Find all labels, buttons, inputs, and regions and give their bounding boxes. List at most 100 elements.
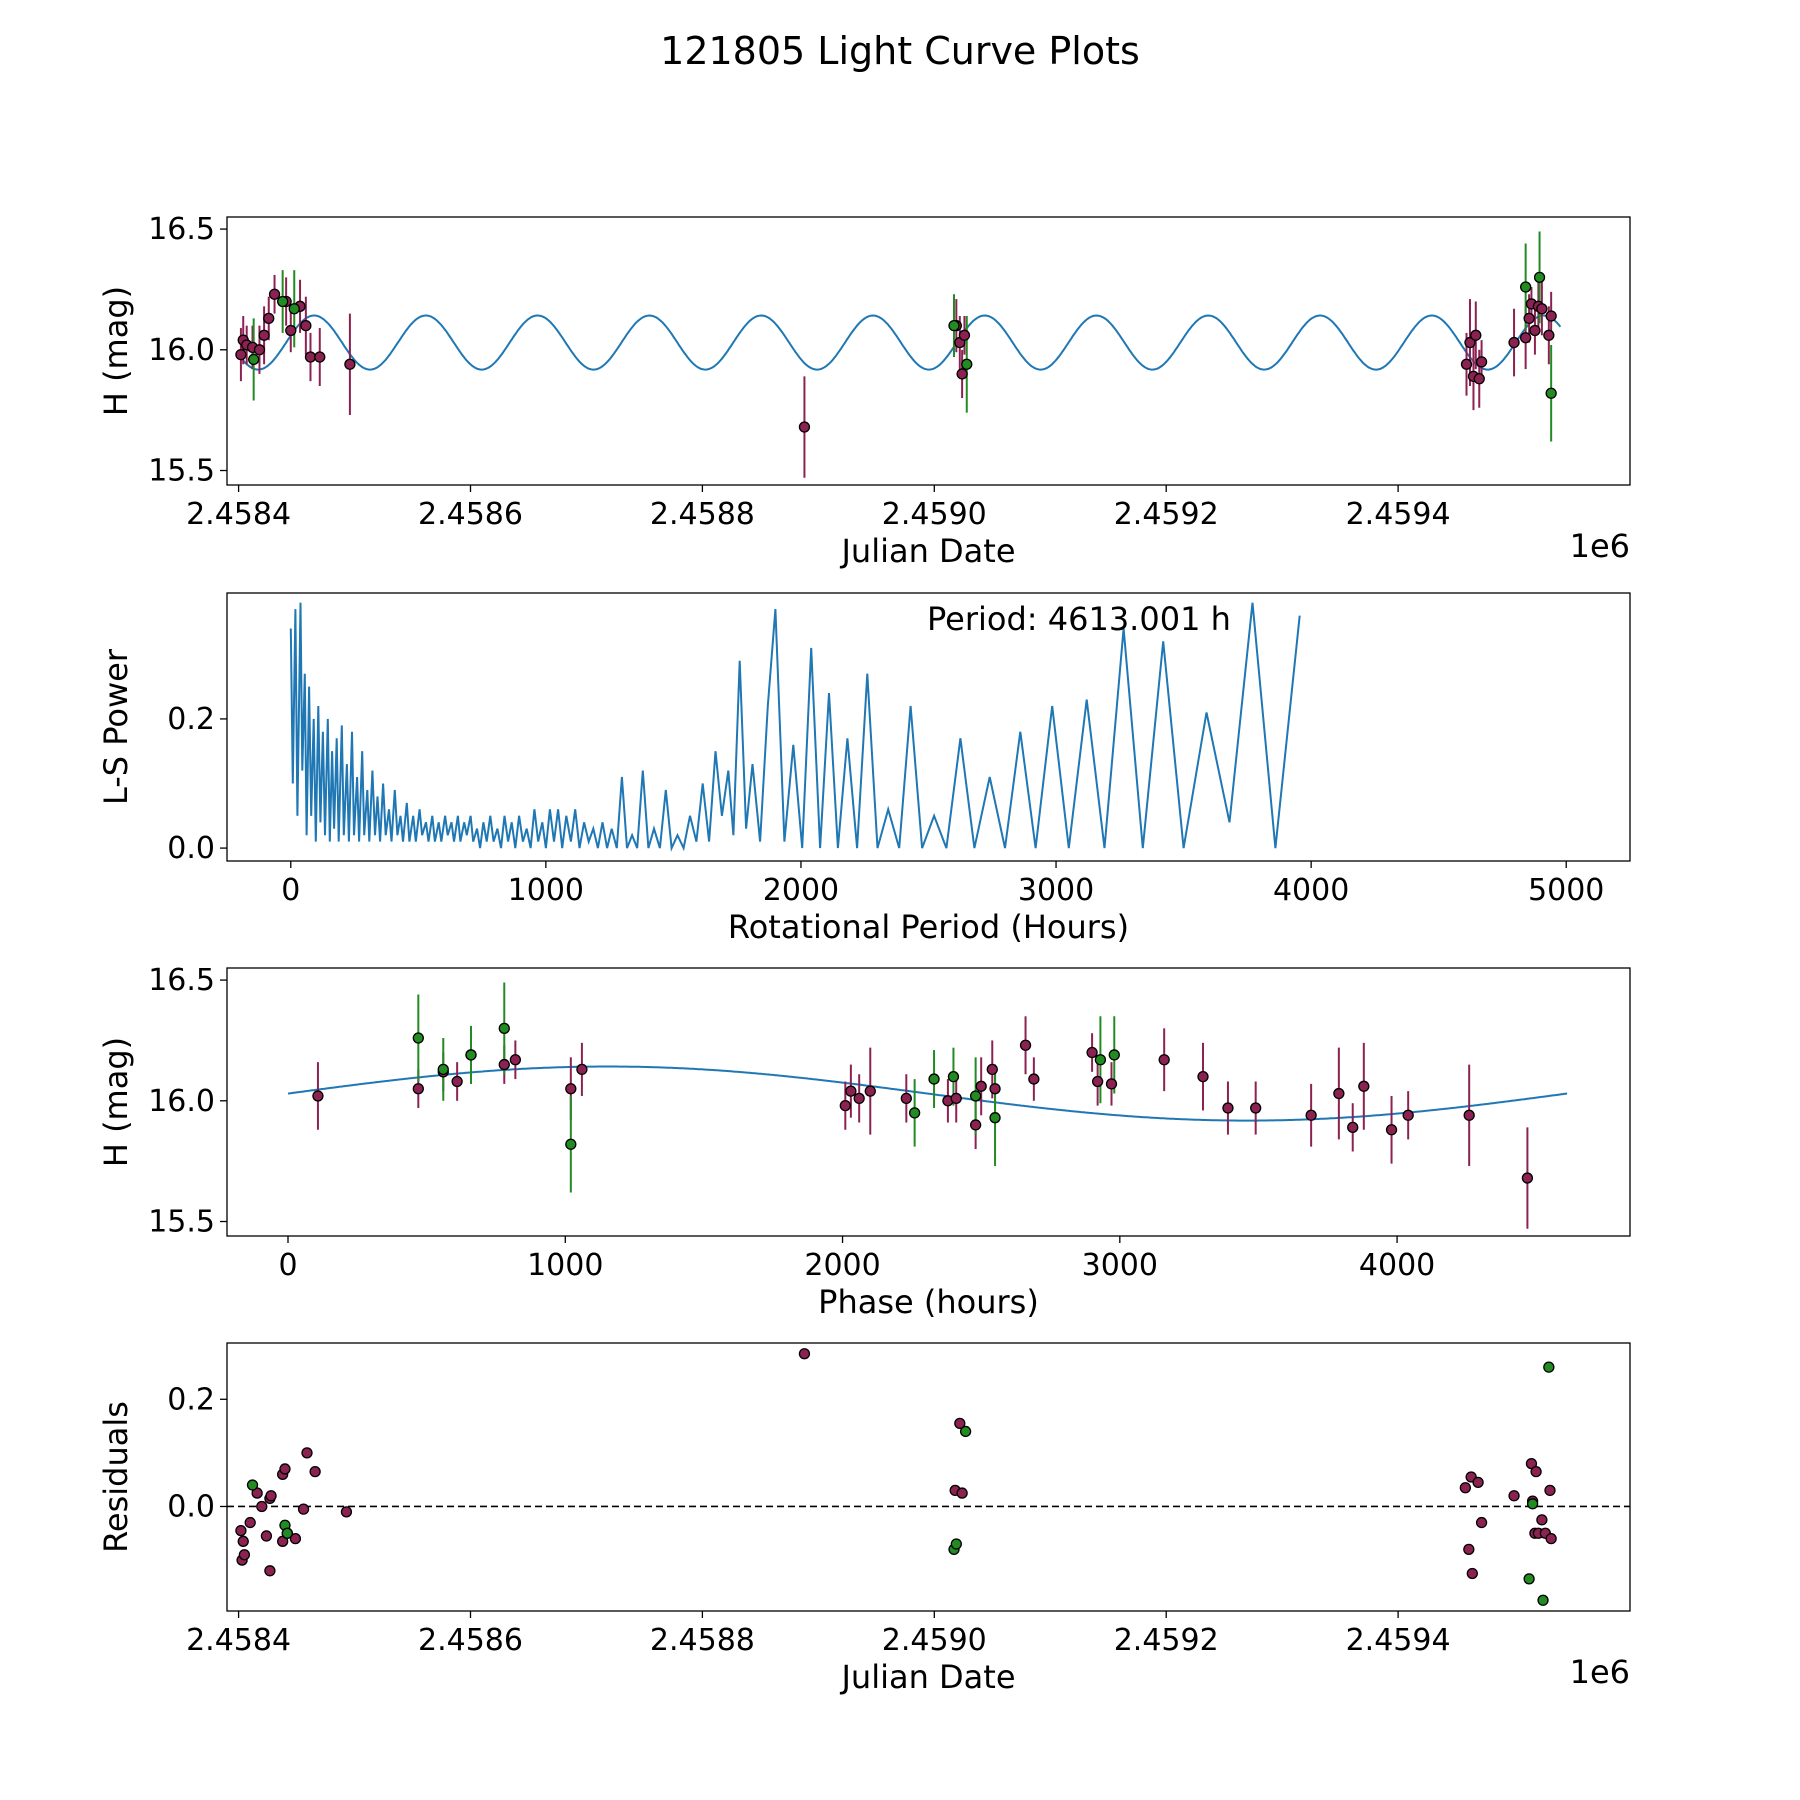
lightcurve-x-tick-label: 2.4586 [418,497,523,532]
residuals-y-tick-label: 0.2 [167,1382,215,1417]
periodogram-x-axis-label: Rotational Period (Hours) [728,908,1129,946]
lightcurve-offset-label: 1e6 [1570,527,1630,565]
residuals-purple-point [1466,1567,1478,1580]
periodogram-x-tick-label: 0 [281,873,300,908]
residuals-purple-point [256,1500,268,1513]
lightcurve-green-point [1545,387,1557,399]
periodogram-y-tick-label: 0.2 [167,702,215,737]
phased-purple-point [1305,1109,1317,1121]
lightcurve-purple-point [235,348,247,361]
periodogram-x-tick-label: 2000 [763,873,839,908]
residuals-purple-point [340,1506,353,1518]
residuals-purple-point [237,1535,249,1547]
phased-purple-point [1158,1054,1170,1066]
periodogram-period-annotation: Period: 4613.001 h [927,600,1231,638]
phased-green-point [465,1049,477,1061]
lightcurve-purple-point [1508,336,1520,349]
residuals-x-tick-label: 2.4594 [1346,1623,1451,1658]
residuals-purple-point [798,1348,811,1360]
phased-purple-point [900,1092,912,1105]
phased-y-axis-label: H (mag) [97,1037,135,1167]
phased-purple-point [1333,1087,1345,1100]
lightcurve-y-tick-label: 15.5 [148,454,215,489]
lightcurve-purple-point [258,329,270,341]
lightcurve-x-axis-label: Julian Date [839,532,1015,570]
residuals-purple-point [265,1490,277,1502]
phased-axes-frame [226,967,1631,1237]
phased-y-tick-label: 16.0 [148,1084,215,1119]
residuals-purple-point [1463,1543,1475,1556]
periodogram-y-axis-label: L-S Power [97,648,135,805]
periodogram-axes-frame [226,592,1631,862]
residuals-purple-point [1544,1484,1556,1497]
lightcurve-purple-point [1536,303,1548,315]
phased-purple-point [989,1083,1001,1095]
lightcurve-green-point [277,295,289,308]
phased-purple-point [1402,1109,1414,1121]
lightcurve-plot-area [235,231,1562,478]
phased-purple-point [1105,1078,1118,1090]
residuals-purple-point [289,1532,302,1545]
residuals-purple-point [954,1417,966,1430]
phased-x-tick-label: 3000 [1082,1248,1158,1283]
lightcurve-x-tick-label: 2.4588 [650,497,755,532]
phased-purple-point [1028,1073,1040,1085]
residuals-purple-point [1508,1490,1520,1502]
residuals-purple-point [956,1487,968,1499]
lightcurve-purple-point [1475,356,1488,368]
phased-x-tick-label: 2000 [804,1248,880,1283]
lightcurve-purple-point [263,312,275,325]
phased-green-point [928,1073,940,1085]
residuals-panel: 2.4584 2.4586 2.4588 2.4590 2.4592 2.4594 0.0 0… [97,1342,1631,1696]
phased-green-point [565,1138,577,1150]
lightcurve-x-tick-label: 2.4584 [186,497,291,532]
phased-green-point [1094,1054,1107,1066]
residuals-purple-point [264,1565,276,1577]
residuals-green-point [950,1538,962,1550]
residuals-x-tick-label: 2.4586 [418,1623,523,1658]
phased-green-point [947,1070,960,1083]
residuals-purple-point [260,1530,273,1542]
residuals-x-axis-label: Julian Date [839,1658,1015,1696]
phased-x-tick-label: 1000 [527,1248,603,1283]
phased-x-tick-label: 4000 [1359,1248,1435,1283]
residuals-purple-point [301,1447,313,1459]
periodogram-x-tick-label: 5000 [1528,873,1604,908]
lightcurve-purple-point [1543,329,1555,341]
residuals-x-tick-label: 2.4590 [882,1623,987,1658]
lightcurve-purple-point [1473,373,1485,385]
lightcurve-axes-frame [226,216,1631,486]
phased-purple-point [1019,1039,1032,1051]
phased-purple-point [864,1085,876,1097]
phased-purple-point [576,1063,588,1076]
phased-x-tick-label: 0 [278,1248,297,1283]
phased-purple-point [1086,1046,1098,1059]
lightcurve-purple-point [1460,358,1473,370]
lightcurve-purple-point [1470,329,1482,341]
residuals-purple-point [1459,1482,1472,1494]
residuals-x-tick-label: 2.4588 [650,1623,755,1658]
lightcurve-green-point [948,319,960,332]
lightcurve-y-tick-label: 16.5 [148,212,215,247]
residuals-purple-point [1545,1532,1557,1545]
phased-purple-point [1358,1080,1370,1092]
phased-green-point [989,1112,1001,1124]
lightcurve-purple-point [1529,324,1541,337]
phased-purple-point [451,1075,463,1088]
residuals-x-tick-label: 2.4592 [1114,1623,1219,1658]
residuals-x-tick-label: 2.4584 [186,1623,291,1658]
phased-purple-point [1222,1102,1234,1114]
residuals-green-point [1537,1594,1549,1606]
lightcurve-green-point [248,353,260,366]
phased-purple-point [509,1054,522,1066]
lightcurve-purple-point [268,288,281,300]
residuals-purple-point [1472,1476,1484,1489]
lightcurve-purple-point [1523,312,1535,325]
phased-purple-point [1197,1070,1209,1083]
lightcurve-purple-point [958,329,971,341]
residuals-green-point [1543,1361,1555,1373]
residuals-purple-point [309,1465,321,1478]
periodogram-x-tick-label: 4000 [1273,873,1349,908]
phased-green-point [498,1022,510,1035]
residuals-purple-point [279,1463,291,1475]
